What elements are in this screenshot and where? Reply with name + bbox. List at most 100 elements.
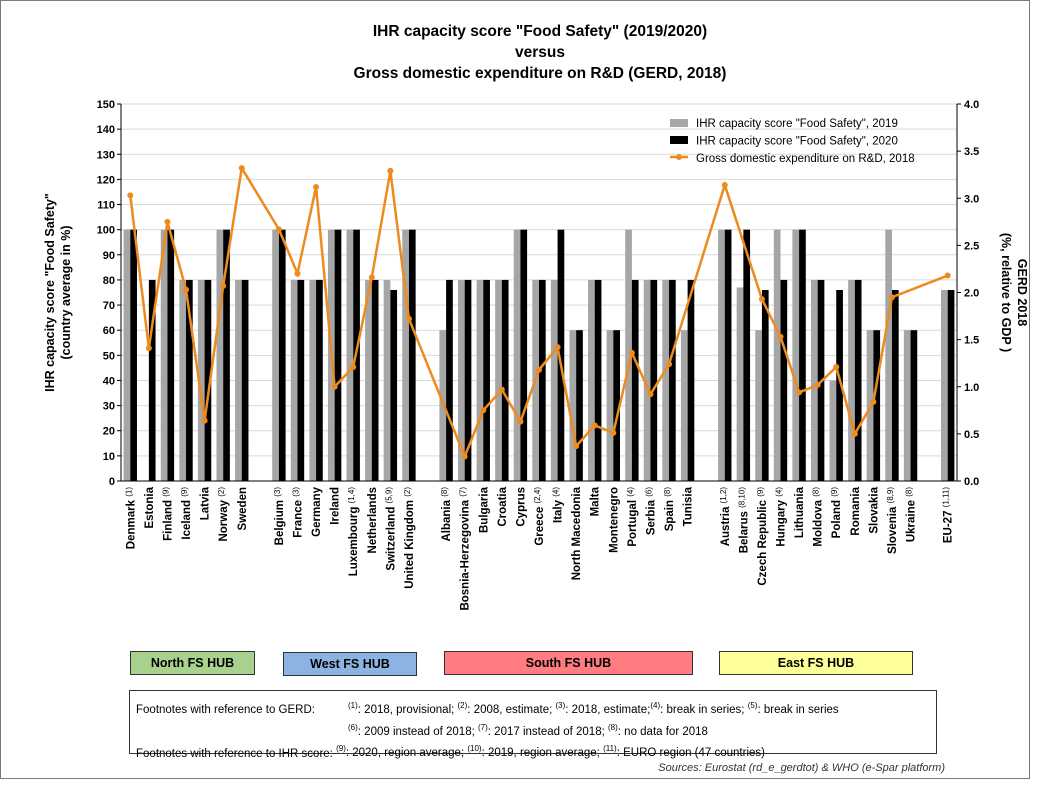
x-tick-label-name: Slovenia xyxy=(887,506,899,554)
y-tick-label: 20 xyxy=(103,426,115,438)
x-tick-label-name: Switzerland xyxy=(385,507,397,571)
gerd-point xyxy=(350,363,357,370)
y2-axis-label: GERD 2018(%, relative to GDP ) xyxy=(999,233,1029,352)
x-tick-label: Netherlands xyxy=(367,487,379,553)
bar-2019 xyxy=(792,229,800,481)
footnote-marker: (5) xyxy=(747,701,758,710)
x-tick-label-sup: (5,9) xyxy=(384,487,393,504)
gerd-point xyxy=(814,381,821,388)
bar-2019 xyxy=(625,229,632,481)
footnote-marker: (4) xyxy=(650,701,661,710)
bar-2019 xyxy=(179,279,187,481)
gerd-point xyxy=(833,363,840,370)
x-tick-label-sup: (2) xyxy=(403,487,412,497)
footnote-gerd-items-1: (1): 2018, provisional; (2): 2008, estim… xyxy=(348,701,839,716)
x-tick-label: Croatia xyxy=(497,486,509,526)
gerd-point xyxy=(275,226,282,233)
gerd-point xyxy=(591,422,598,429)
gerd-point xyxy=(777,333,784,340)
gerd-point xyxy=(888,294,895,301)
gerd-point xyxy=(536,366,542,373)
x-tick-label-name: Italy xyxy=(553,499,565,523)
y-tick-label: 70 xyxy=(103,300,115,312)
x-tick-label-sup: (8) xyxy=(663,487,672,497)
x-tick-label-sup: (8) xyxy=(440,487,449,497)
x-tick-label: Greece (2,4) xyxy=(533,487,546,546)
bar-2019 xyxy=(235,279,242,481)
x-tick-label-name: Belgium xyxy=(274,500,286,545)
gerd-point xyxy=(238,165,245,172)
y2-tick-label: 4.0 xyxy=(964,99,979,111)
x-tick-label-sup: (9) xyxy=(161,487,170,497)
y-tick-label: 0 xyxy=(109,476,115,488)
gerd-point xyxy=(647,391,654,398)
x-tick-label-name: Lithuania xyxy=(794,486,806,538)
footnote-text: : 2020, region average; xyxy=(345,747,468,760)
bar-2020 xyxy=(947,289,955,481)
gerd-point xyxy=(164,218,171,225)
bar-2019 xyxy=(402,229,409,481)
bar-2019 xyxy=(272,229,279,481)
bar-2019 xyxy=(495,279,502,481)
hub-south: South FS HUB xyxy=(444,651,693,675)
y-tick-label: 30 xyxy=(103,401,115,413)
bar-2020 xyxy=(724,229,732,481)
footnote-text: : EURO region (47 countries) xyxy=(616,747,765,760)
gerd-point xyxy=(870,398,877,405)
x-tick-label: Belarus (8,10) xyxy=(737,487,750,554)
sources-note: Sources: Eurostat (rd_e_gerdtot) & WHO (… xyxy=(658,762,945,774)
bar-2020 xyxy=(687,279,695,481)
x-tick-label-name: Ukraine xyxy=(906,500,918,542)
bar-2020 xyxy=(408,229,416,481)
bar-2020 xyxy=(148,279,156,481)
x-tick-label-name: North Macedonia xyxy=(571,486,583,580)
x-tick-label: Denmark (1) xyxy=(124,487,137,550)
x-tick-label: Italy (4) xyxy=(552,487,565,523)
bar-2019 xyxy=(773,229,781,481)
gerd-point xyxy=(387,167,394,174)
footnote-gerd-line1: Footnotes with reference to GERD: (1): 20… xyxy=(136,697,932,719)
x-tick-label: Slovenia (8,9) xyxy=(886,487,899,554)
x-tick-label: Sweden xyxy=(237,487,249,530)
gerd-point xyxy=(145,345,152,352)
gerd-point xyxy=(517,418,524,425)
x-tick-label-name: Ireland xyxy=(330,487,342,525)
gerd-point xyxy=(313,183,320,190)
bar-2020 xyxy=(669,279,676,481)
footnote-text: : 2018, estimate; xyxy=(565,703,651,716)
y-axis-label-line: (country average in %) xyxy=(59,225,73,359)
bar-2019 xyxy=(365,279,372,481)
hub-east: East FS HUB xyxy=(719,651,913,675)
bar-2019 xyxy=(680,330,688,481)
x-tick-label-name: Estonia xyxy=(144,486,156,528)
y-tick-label: 110 xyxy=(97,200,115,212)
x-tick-label-name: Cyprus xyxy=(515,487,527,527)
bar-2019 xyxy=(643,279,651,481)
bar-2020 xyxy=(464,279,472,481)
x-tick-label: Poland (9) xyxy=(830,487,843,539)
gerd-point xyxy=(294,270,301,277)
x-tick-label-sup: (1) xyxy=(124,487,133,497)
footnote-text: : break in series xyxy=(757,703,839,716)
hub-north-label: North FS HUB xyxy=(150,656,235,670)
y-axis-label-line: IHR capacity score "Food Safety" xyxy=(43,193,57,392)
legend: IHR capacity score "Food Safety", 2019 IH… xyxy=(670,118,915,165)
gerd-point xyxy=(666,361,673,368)
gerd-point xyxy=(480,407,487,414)
hub-west: West FS HUB xyxy=(283,652,417,676)
x-tick-label: Serbia (6) xyxy=(644,487,657,535)
x-tick-label: Malta xyxy=(590,486,602,516)
x-tick-label-name: Iceland xyxy=(181,500,193,540)
x-tick-label: Switzerland (5,9) xyxy=(384,487,397,571)
footnote-marker: (8) xyxy=(608,722,618,732)
y2-tick-label: 1.0 xyxy=(964,382,979,394)
bar-2020 xyxy=(613,330,620,481)
x-tick-label-name: Austria xyxy=(720,506,732,546)
bar-2019 xyxy=(885,229,892,481)
bar-2020 xyxy=(241,279,249,481)
bar-2020 xyxy=(891,289,899,481)
gerd-point xyxy=(573,443,580,450)
bar-2019 xyxy=(941,289,948,481)
x-tick-label-sup: (9) xyxy=(756,487,765,497)
x-tick-label-sup: (1,11) xyxy=(942,487,951,508)
